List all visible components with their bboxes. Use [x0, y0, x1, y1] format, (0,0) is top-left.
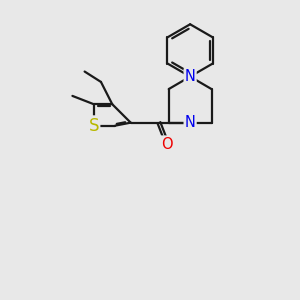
Text: N: N	[185, 69, 196, 84]
Text: O: O	[161, 136, 173, 152]
Text: S: S	[88, 117, 99, 135]
Text: N: N	[185, 115, 196, 130]
